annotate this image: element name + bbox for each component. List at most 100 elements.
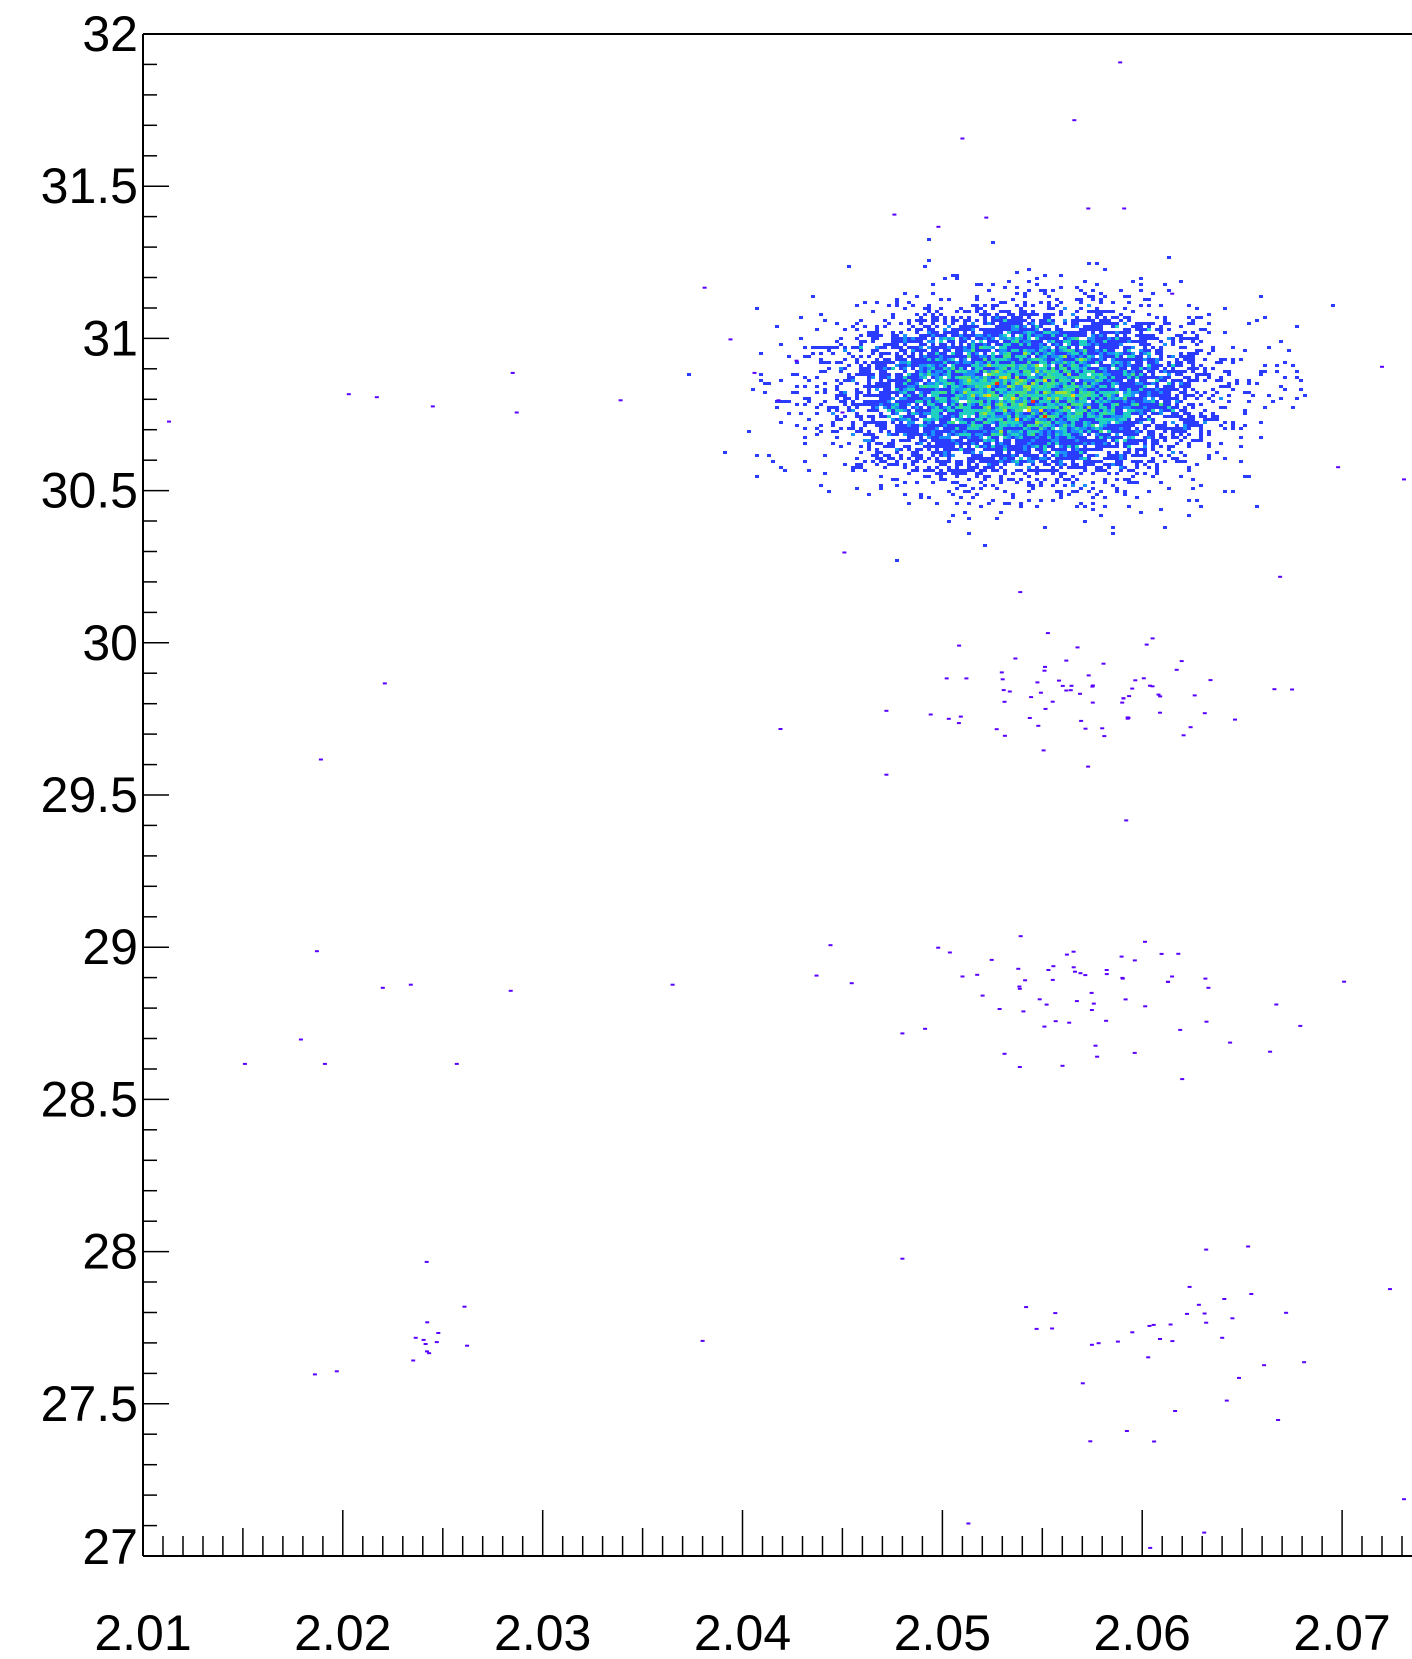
heatmap-bin bbox=[1087, 427, 1091, 430]
heatmap-bin bbox=[843, 346, 847, 349]
heatmap-bin bbox=[995, 469, 999, 472]
heatmap-bin bbox=[955, 331, 959, 334]
heatmap-bin bbox=[843, 367, 847, 370]
heatmap-bin bbox=[919, 322, 923, 325]
heatmap-bin bbox=[983, 409, 987, 412]
heatmap-bin bbox=[1303, 394, 1307, 397]
heatmap-bin bbox=[1219, 385, 1223, 388]
heatmap-bin bbox=[883, 373, 887, 376]
heatmap-bin bbox=[1071, 373, 1075, 376]
heatmap-bin bbox=[1207, 454, 1211, 457]
heatmap-bin bbox=[975, 373, 979, 376]
heatmap-bin bbox=[983, 319, 987, 322]
heatmap-bin bbox=[931, 337, 935, 340]
heatmap-bin bbox=[875, 346, 879, 349]
heatmap-bin bbox=[1127, 436, 1131, 439]
heatmap-bin bbox=[983, 337, 987, 340]
heatmap-bin bbox=[1071, 358, 1075, 361]
heatmap-bin bbox=[1019, 361, 1023, 364]
outlier-point bbox=[814, 974, 819, 977]
heatmap-bin bbox=[1191, 388, 1195, 391]
heatmap-bin bbox=[1031, 343, 1035, 346]
heatmap-bin bbox=[1115, 340, 1119, 343]
heatmap-bin bbox=[787, 400, 791, 403]
heatmap-bin bbox=[1063, 427, 1067, 430]
heatmap-bin bbox=[1055, 409, 1059, 412]
heatmap-bin bbox=[1075, 325, 1079, 328]
heatmap-bin bbox=[967, 388, 971, 391]
heatmap-bin bbox=[1071, 349, 1075, 352]
heatmap-bin bbox=[1055, 361, 1059, 364]
heatmap-bin bbox=[1091, 289, 1095, 292]
heatmap-bin bbox=[1043, 469, 1047, 472]
heatmap-bin bbox=[1139, 343, 1143, 346]
heatmap-bin bbox=[1075, 346, 1079, 349]
heatmap-bin bbox=[1083, 406, 1087, 409]
heatmap-bin bbox=[1187, 316, 1191, 319]
heatmap-bin bbox=[875, 382, 879, 385]
heatmap-bin bbox=[1155, 316, 1159, 319]
heatmap-bin bbox=[911, 388, 915, 391]
heatmap-bin bbox=[1147, 460, 1151, 463]
heatmap-bin bbox=[1123, 334, 1127, 337]
heatmap-bin bbox=[987, 421, 991, 424]
heatmap-bin bbox=[1195, 439, 1199, 442]
heatmap-bin bbox=[979, 364, 983, 367]
heatmap-bin bbox=[895, 448, 899, 451]
heatmap-bin bbox=[959, 349, 963, 352]
heatmap-bin bbox=[1159, 358, 1163, 361]
heatmap-bin bbox=[947, 379, 951, 382]
heatmap-bin bbox=[1187, 361, 1191, 364]
heatmap-bin bbox=[1023, 433, 1027, 436]
heatmap-bin bbox=[1011, 337, 1015, 340]
heatmap-bin bbox=[903, 292, 907, 295]
heatmap-bin bbox=[943, 331, 947, 334]
heatmap-bin bbox=[955, 319, 959, 322]
heatmap-bin bbox=[1115, 451, 1119, 454]
heatmap-bin bbox=[979, 430, 983, 433]
heatmap-bin bbox=[847, 352, 851, 355]
heatmap-bin bbox=[1083, 520, 1087, 523]
heatmap-bin bbox=[1103, 370, 1107, 373]
heatmap-bin bbox=[1063, 367, 1067, 370]
data-point bbox=[1156, 693, 1161, 696]
heatmap-bin bbox=[1159, 352, 1163, 355]
heatmap-bin bbox=[919, 400, 923, 403]
heatmap-bin bbox=[979, 436, 983, 439]
heatmap-bin bbox=[907, 340, 911, 343]
heatmap-bin bbox=[871, 352, 875, 355]
heatmap-bin bbox=[1187, 379, 1191, 382]
heatmap-bin bbox=[979, 451, 983, 454]
heatmap-bin bbox=[1175, 373, 1179, 376]
heatmap-bin bbox=[967, 478, 971, 481]
heatmap-bin bbox=[779, 343, 783, 346]
heatmap-bin bbox=[1103, 424, 1107, 427]
heatmap-bin bbox=[947, 451, 951, 454]
heatmap-bin bbox=[1003, 310, 1007, 313]
heatmap-bin bbox=[987, 346, 991, 349]
heatmap-bin bbox=[903, 445, 907, 448]
heatmap-bin bbox=[975, 352, 979, 355]
heatmap-bin bbox=[1123, 307, 1127, 310]
heatmap-bin bbox=[871, 340, 875, 343]
heatmap-bin bbox=[1091, 325, 1095, 328]
heatmap-bin bbox=[1075, 340, 1079, 343]
heatmap-bin bbox=[883, 370, 887, 373]
heatmap-bin bbox=[1059, 457, 1063, 460]
heatmap-bin bbox=[1095, 442, 1099, 445]
heatmap-bin bbox=[939, 313, 943, 316]
heatmap-bin bbox=[1067, 349, 1071, 352]
heatmap-bin bbox=[1059, 313, 1063, 316]
heatmap-bin bbox=[911, 367, 915, 370]
heatmap-bin bbox=[1075, 448, 1079, 451]
heatmap-bin bbox=[927, 418, 931, 421]
heatmap-bin bbox=[1023, 358, 1027, 361]
heatmap-bin bbox=[1175, 370, 1179, 373]
heatmap-bin bbox=[1071, 424, 1075, 427]
heatmap-bin bbox=[1115, 403, 1119, 406]
heatmap-bin bbox=[919, 376, 923, 379]
heatmap-bin bbox=[1031, 319, 1035, 322]
heatmap-bin bbox=[1059, 379, 1063, 382]
heatmap-bin bbox=[1179, 385, 1183, 388]
heatmap-bin bbox=[1259, 436, 1263, 439]
